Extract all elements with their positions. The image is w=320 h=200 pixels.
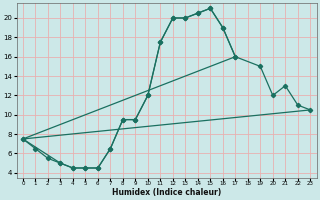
X-axis label: Humidex (Indice chaleur): Humidex (Indice chaleur) (112, 188, 221, 197)
